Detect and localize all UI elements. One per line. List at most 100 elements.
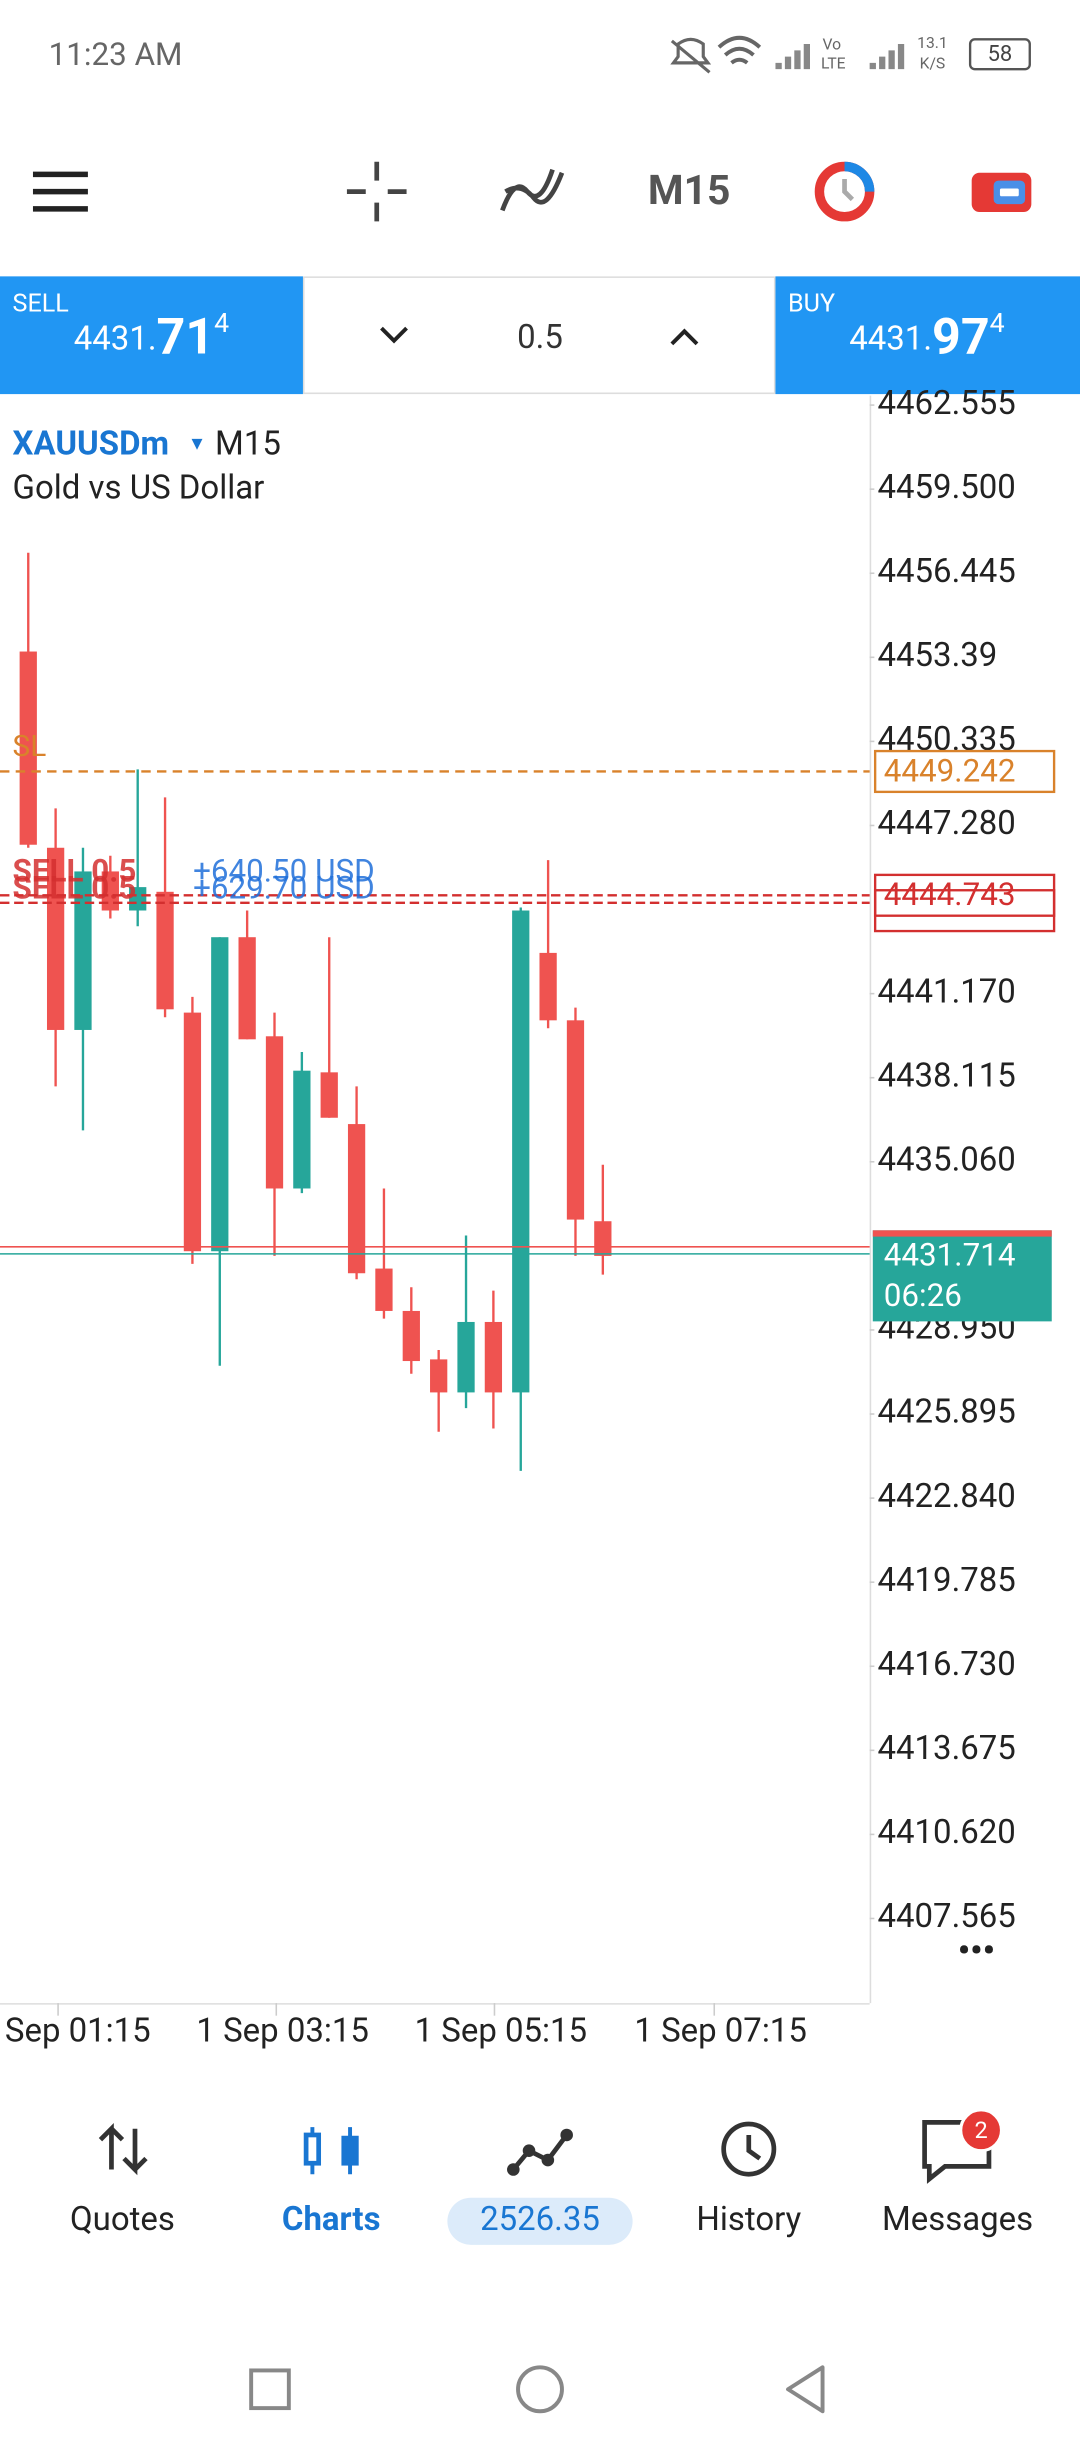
nav-messages[interactable]: Messages <box>882 2200 1033 2239</box>
y-tick-label: 4462.555 <box>878 384 1016 423</box>
messages-badge <box>959 2108 1004 2153</box>
menu-button[interactable] <box>32 171 88 212</box>
trade-icon-dot <box>522 2144 536 2157</box>
candle-body <box>512 910 530 1393</box>
chart-area: 4462.5554459.5004456.4454453.394450.3354… <box>0 384 1056 2051</box>
y-tick-label: 4438.115 <box>878 1056 1016 1095</box>
candle-body <box>375 1268 393 1311</box>
y-tick-label: 4459.500 <box>878 468 1016 507</box>
nav-charts[interactable]: Charts <box>282 2200 381 2239</box>
candle-body <box>539 952 557 1021</box>
current-price: 4431.714 <box>884 1236 1016 1273</box>
candle-body <box>457 1321 475 1393</box>
candle-body <box>19 651 37 845</box>
candle-body <box>594 1221 612 1256</box>
buy-price: 4431.974 <box>849 307 1004 367</box>
signal-icon <box>775 44 810 70</box>
wifi-icon <box>717 35 762 65</box>
candle-body <box>129 887 147 911</box>
candle-body <box>293 1070 311 1189</box>
position-price: 4444.743 <box>884 876 1016 913</box>
nav-quotes[interactable]: Quotes <box>70 2200 175 2239</box>
y-tick-label: 4419.785 <box>878 1561 1016 1600</box>
y-tick-label: 4407.565 <box>878 1897 1016 1936</box>
battery-icon <box>968 38 1031 71</box>
x-tick-label: 1 Sep 05:15 <box>415 2012 587 2051</box>
charts-icon-body <box>341 2135 359 2166</box>
toolbar: M15 <box>32 161 1032 222</box>
buy-button[interactable] <box>775 276 1080 395</box>
candle-body <box>566 1020 585 1220</box>
y-tick-label: 4447.280 <box>878 804 1016 843</box>
mute-icon <box>670 37 712 74</box>
bottom-nav: Quotes Charts 2526.35 History Messages 2 <box>70 2108 1033 2245</box>
volume-down[interactable] <box>380 326 408 344</box>
candle-body <box>320 1072 338 1118</box>
clock: 11:23 AM <box>49 36 183 73</box>
crosshair-button[interactable] <box>346 161 407 222</box>
history-icon-hands <box>746 2134 762 2161</box>
x-tick-label: 1 Sep 07:15 <box>634 2012 806 2051</box>
trade-icon-dot <box>541 2153 555 2167</box>
volte: Vo <box>823 35 842 54</box>
candle-body <box>484 1321 503 1393</box>
nav-history[interactable]: History <box>696 2200 801 2239</box>
nav-trade-balance[interactable]: 2526.35 <box>480 2200 600 2239</box>
y-tick-label: 4456.445 <box>878 552 1016 591</box>
candle-body <box>347 1124 366 1274</box>
y-tick-label: 4441.170 <box>878 972 1016 1011</box>
sell-button[interactable] <box>0 276 303 395</box>
position-price-box <box>873 873 1056 917</box>
back-button[interactable] <box>786 2365 825 2414</box>
balance-pill[interactable] <box>447 2197 633 2245</box>
bar-countdown: 06:26 <box>884 1277 962 1314</box>
more-button[interactable]: ••• <box>958 1931 995 1971</box>
candle-body <box>238 937 256 1040</box>
y-tick-label: 4435.060 <box>878 1140 1016 1179</box>
volume-up[interactable] <box>670 328 699 346</box>
buy-label: BUY <box>788 289 835 318</box>
timeframe-button[interactable]: M15 <box>648 166 731 214</box>
position-label: SELL 0.5 <box>13 870 137 907</box>
stop-loss-label: SL <box>13 729 47 764</box>
candle-body <box>265 1036 284 1189</box>
sell-label: SELL <box>13 289 69 318</box>
history-icon <box>721 2121 777 2177</box>
volume[interactable]: 0.5 <box>517 318 563 357</box>
trade-button-mark <box>999 188 1019 197</box>
symbol[interactable]: XAUUSDm <box>13 425 169 464</box>
y-tick-label: 4422.840 <box>878 1477 1016 1516</box>
trade-icon-dot <box>560 2128 573 2142</box>
sell-price: 4431.714 <box>74 307 229 367</box>
trade-panel: SELL 4431.714 0.5 BUY 4431.974 <box>0 276 1080 395</box>
charts-icon-body <box>303 2132 322 2166</box>
chart-timeframe: M15 <box>215 425 281 464</box>
position-label: SELL 0.5 <box>13 853 137 890</box>
symbol-description: Gold vs US Dollar <box>13 469 265 508</box>
y-tick-label: 4413.675 <box>878 1729 1016 1768</box>
candle-body <box>46 847 65 1030</box>
position-profit: +629.70 USD <box>193 870 375 907</box>
position-price-box <box>873 889 1056 933</box>
y-tick-label: 4453.39 <box>878 636 998 675</box>
candle-body <box>183 1012 202 1252</box>
objects-button-hand <box>842 179 855 202</box>
battery-level: 58 <box>988 42 1013 67</box>
signal-icon <box>869 44 905 70</box>
recents-button[interactable] <box>249 2368 291 2411</box>
indicators-button[interactable] <box>500 168 565 212</box>
symbol-arrow[interactable]: ▾ <box>192 431 203 456</box>
y-tick-label: 4410.620 <box>878 1813 1016 1852</box>
objects-button-accent <box>844 161 875 192</box>
y-tick-label: 4416.730 <box>878 1645 1016 1684</box>
home-button[interactable] <box>516 2365 564 2414</box>
net-speed: 13.1 <box>917 33 948 52</box>
x-tick-label: Sep 01:15 <box>5 2012 151 2051</box>
x-tick-label: 1 Sep 03:15 <box>196 2012 368 2051</box>
candle-body <box>430 1359 448 1393</box>
stop-loss-price-box <box>873 749 1056 794</box>
quotes-icon <box>98 2123 148 2176</box>
y-tick-label: 4425.895 <box>878 1393 1016 1432</box>
